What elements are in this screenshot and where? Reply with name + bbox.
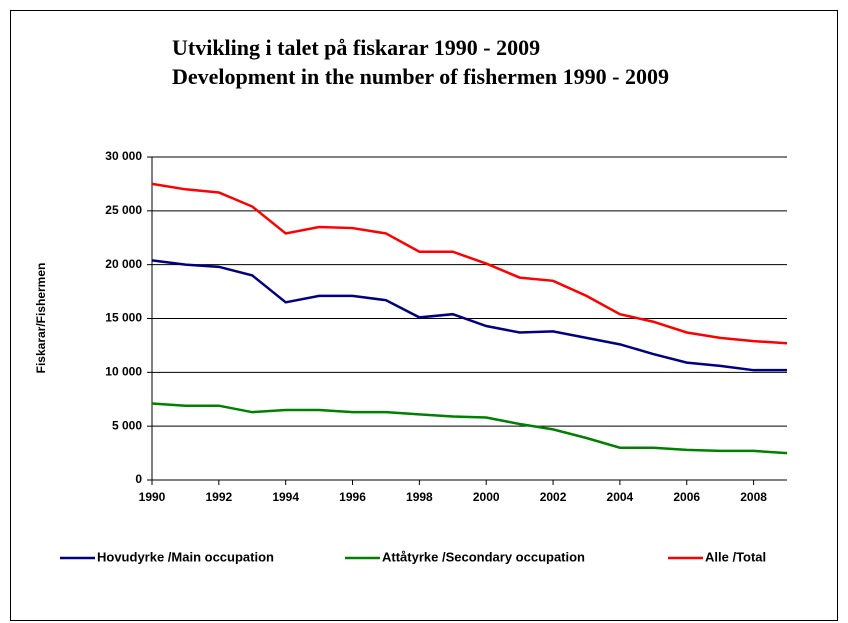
y-axis-label: Fiskarar/Fishermen <box>34 263 48 374</box>
y-tick-label: 20 000 <box>105 257 142 271</box>
chart-title: Development in the number of fishermen 1… <box>172 64 669 89</box>
x-tick-label: 2002 <box>540 490 567 504</box>
x-tick-label: 2000 <box>473 490 500 504</box>
chart-title: Utvikling i talet på fiskarar 1990 - 200… <box>172 35 540 60</box>
y-tick-label: 10 000 <box>105 365 142 379</box>
series-line <box>151 182 788 345</box>
x-tick-label: 1992 <box>205 490 232 504</box>
x-tick-label: 2004 <box>607 490 634 504</box>
legend-label: Hovudyrke /Main occupation <box>97 549 274 564</box>
x-tick-label: 1990 <box>139 490 166 504</box>
y-tick-label: 5 000 <box>112 418 142 432</box>
legend-label: Alle /Total <box>705 549 766 564</box>
chart-frame <box>10 10 838 621</box>
series-line <box>151 259 787 372</box>
x-tick-label: 2006 <box>673 490 700 504</box>
series-line <box>151 402 788 455</box>
y-tick-label: 30 000 <box>105 149 142 163</box>
y-tick-label: 25 000 <box>105 203 142 217</box>
y-tick-label: 0 <box>135 472 142 486</box>
x-tick-label: 1998 <box>406 490 433 504</box>
y-tick-label: 15 000 <box>105 311 142 325</box>
legend-label: Attåtyrke /Secondary occupation <box>382 549 585 564</box>
x-tick-label: 2008 <box>740 490 767 504</box>
x-tick-label: 1994 <box>272 490 299 504</box>
x-tick-label: 1996 <box>339 490 366 504</box>
